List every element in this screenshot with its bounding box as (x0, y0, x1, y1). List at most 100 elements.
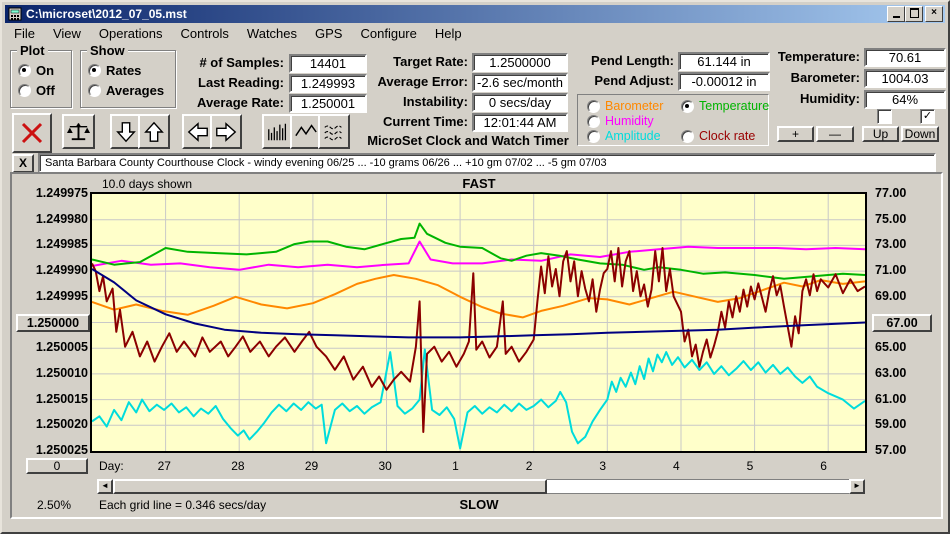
radio-off[interactable]: Off (18, 83, 55, 98)
option-checkbox-2[interactable]: ✓ (920, 109, 935, 124)
left-axis-label-1-249990: 1.249990 (35, 263, 88, 278)
day-tick-2: 2 (525, 459, 533, 473)
radio-circle[interactable] (587, 99, 600, 113)
zero-button[interactable]: 0 (26, 458, 88, 474)
multi-trace-view-button[interactable] (318, 114, 350, 149)
title-bar[interactable]: C:\microset\2012_07_05.mst × (5, 5, 945, 23)
menu-item-watches[interactable]: Watches (246, 25, 298, 41)
scroll-right-button[interactable] (210, 114, 242, 149)
slow-label: SLOW (459, 497, 499, 512)
radio-circle[interactable] (88, 84, 101, 97)
field-label-pend-length: Pend Length: (590, 53, 674, 68)
menu-item-controls[interactable]: Controls (180, 25, 229, 41)
show-group-label: Show (87, 43, 128, 58)
left-axis-label-1-250020: 1.250020 (35, 417, 88, 432)
radio-averages[interactable]: Averages (88, 83, 164, 98)
maximize-button[interactable] (905, 6, 923, 22)
field-value-instability[interactable]: 0 secs/day (472, 93, 568, 112)
menu-item-view[interactable]: View (52, 25, 81, 41)
minimize-button[interactable] (887, 6, 905, 22)
menu-item-help[interactable]: Help (434, 25, 462, 41)
field-label-temperature: Temperature: (777, 49, 860, 64)
field-value-humidity[interactable]: 64% (864, 90, 946, 109)
left-axis-button-1-250000[interactable]: 1.250000 (16, 313, 90, 332)
option-checkbox-1[interactable] (877, 109, 892, 124)
radio-barometer[interactable]: Barometer (587, 99, 663, 113)
field-value-average-rate[interactable]: 1.250001 (289, 94, 367, 113)
radio-circle[interactable] (587, 114, 600, 128)
right-axis-label-69-00: 69.00 (875, 288, 907, 303)
field-value-current-time[interactable]: 12:01:44 AM (472, 113, 568, 132)
chart-canvas (91, 194, 866, 451)
field-value-last-reading[interactable]: 1.249993 (289, 74, 367, 93)
series-humidity (91, 240, 866, 271)
day-tick-1: 1 (452, 459, 459, 473)
field-value-target-rate[interactable]: 1.2500000 (472, 53, 568, 72)
wavy-lines-icon (324, 124, 342, 140)
right-axis-button-67-00[interactable]: 67.00 (872, 313, 932, 332)
radio-circle[interactable] (88, 64, 101, 77)
radio-circle[interactable] (18, 84, 31, 97)
rate-down-button[interactable] (110, 114, 142, 149)
field-label-average-error: Average Error: (377, 74, 468, 89)
day-axis-label: Day: (99, 459, 124, 473)
left-arrow-icon (187, 121, 208, 142)
menu-item-configure[interactable]: Configure (360, 25, 417, 41)
field-value-barometer[interactable]: 1004.03 (864, 69, 946, 88)
series-amplitude (91, 348, 866, 450)
radio-on[interactable]: On (18, 63, 55, 78)
zoom-percent-label: 2.50% (37, 498, 72, 512)
menu-item-operations[interactable]: Operations (98, 25, 163, 41)
plus-button[interactable]: + (777, 126, 814, 142)
left-axis-label-1-249980: 1.249980 (35, 211, 88, 226)
radio-circle[interactable] (681, 99, 694, 113)
radio-humidity[interactable]: Humidity (587, 114, 654, 128)
series-select-box: Barometer Humidity Amplitude Temperature Clo… (577, 94, 769, 146)
app-icon (8, 7, 22, 21)
radio-amplitude[interactable]: Amplitude (587, 129, 661, 143)
minus-button[interactable]: — (816, 126, 854, 142)
field-value-average-error[interactable]: -2.6 sec/month (472, 73, 568, 92)
down-button[interactable]: Down (901, 126, 939, 142)
radio-circle[interactable] (587, 129, 600, 143)
field-label-last-reading: Last Reading: (198, 75, 284, 90)
delete-button[interactable] (12, 113, 52, 153)
menu-bar: File View Operations Controls Watches GPS Conf… (5, 23, 945, 43)
left-axis-label-1-250025: 1.250025 (35, 443, 88, 457)
comment-close-button[interactable]: X (12, 154, 34, 173)
radio-temperature[interactable]: Temperature (681, 99, 769, 113)
scrollbar-left-arrow[interactable]: ◄ (97, 479, 113, 494)
right-axis-label-61-00: 61.00 (875, 391, 907, 406)
right-axis-label-75-00: 75.00 (875, 211, 907, 226)
radio-clock-rate[interactable]: Clock rate (681, 129, 755, 143)
menu-item-file[interactable]: File (14, 25, 35, 41)
right-axis-label-71-00: 71.00 (875, 263, 907, 278)
line-view-button[interactable] (290, 114, 322, 149)
scroll-left-button[interactable] (182, 114, 214, 149)
balance-button[interactable] (62, 114, 95, 149)
right-axis-label-63-00: 63.00 (875, 365, 907, 380)
radio-circle[interactable] (681, 129, 694, 143)
field-label-of-samples: # of Samples: (199, 55, 284, 70)
field-value-pend-adjust[interactable]: -0.00012 in (678, 72, 770, 91)
comment-input[interactable]: Santa Barbara County Courthouse Clock - … (38, 153, 936, 173)
radio-label: Averages (106, 83, 165, 98)
day-tick-30: 30 (378, 459, 392, 473)
plot-area[interactable] (90, 192, 867, 453)
field-value-of-samples[interactable]: 14401 (289, 54, 367, 73)
close-button[interactable]: × (925, 6, 943, 22)
radio-label: Barometer (605, 99, 664, 113)
menu-item-gps[interactable]: GPS (315, 25, 343, 41)
scrollbar-thumb[interactable] (113, 479, 547, 494)
scrollbar-right-arrow[interactable]: ► (849, 479, 865, 494)
up-button[interactable]: Up (862, 126, 899, 142)
radio-rates[interactable]: Rates (88, 63, 164, 78)
field-label-average-rate: Average Rate: (197, 95, 284, 110)
grid-note-label: Each grid line = 0.346 secs/day (99, 498, 267, 512)
rate-up-button[interactable] (138, 114, 170, 149)
field-value-temperature[interactable]: 70.61 (864, 48, 946, 67)
radio-circle[interactable] (18, 64, 31, 77)
series-barometer (91, 274, 866, 319)
left-axis-label-1-249985: 1.249985 (35, 237, 88, 252)
field-value-pend-length[interactable]: 61.144 in (678, 52, 770, 71)
